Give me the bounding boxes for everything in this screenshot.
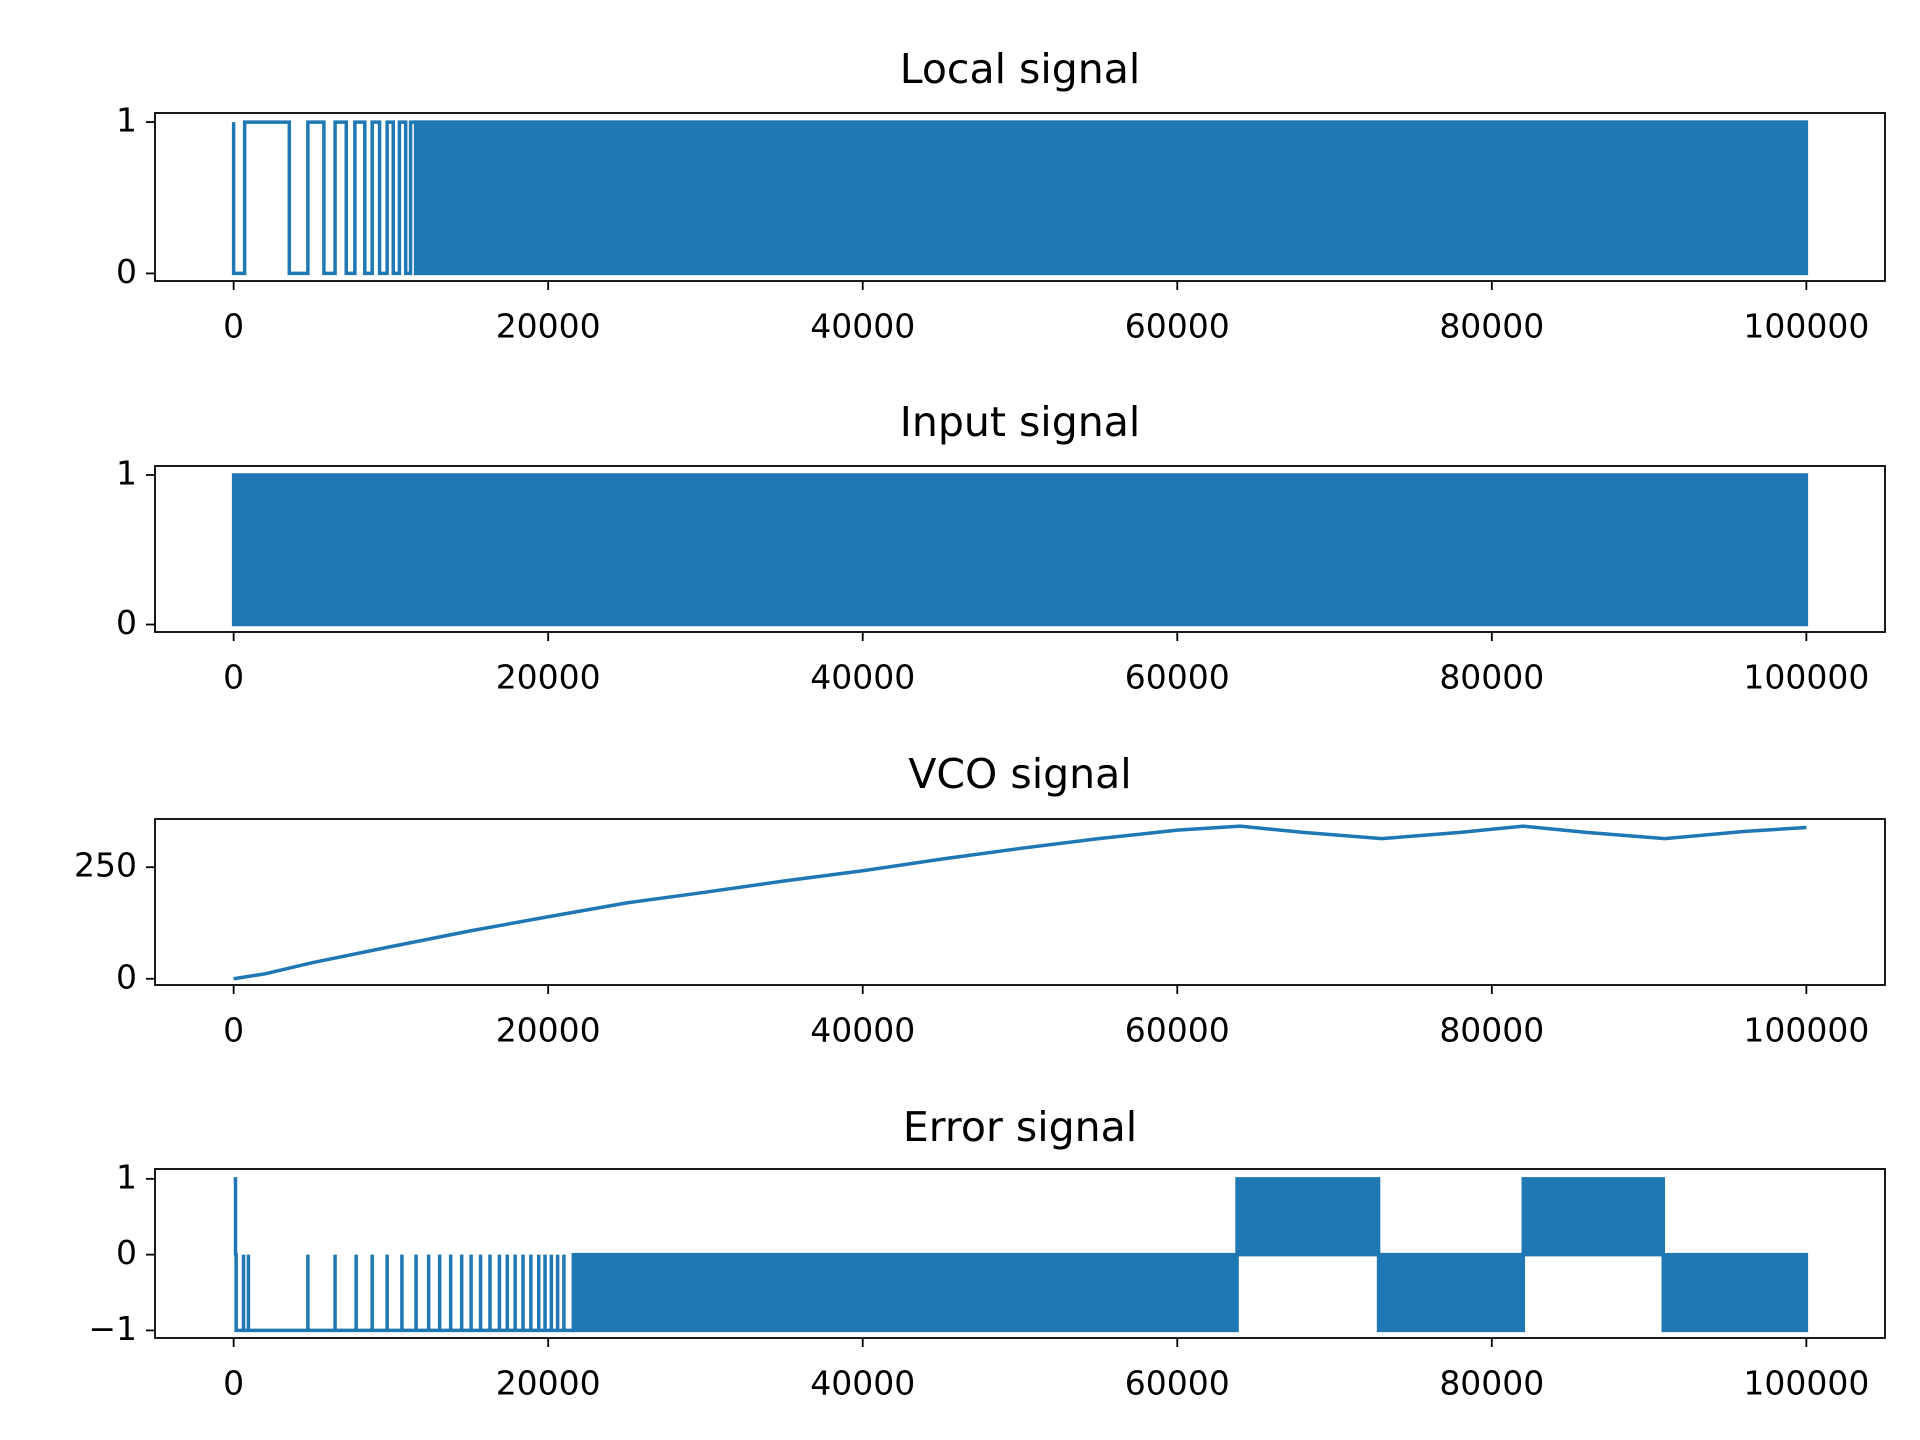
oscillation-band (571, 1252, 1239, 1333)
x-tick-label: 80000 (1439, 1011, 1544, 1050)
subplot-title: VCO signal (908, 750, 1131, 798)
x-tick-label: 100000 (1743, 1011, 1869, 1050)
axes-frame (154, 1168, 1886, 1339)
y-tick-label: 250 (74, 846, 137, 885)
y-tick-label: 1 (116, 1157, 137, 1196)
x-tick-label: 20000 (496, 658, 601, 697)
y-tick-label: 0 (116, 957, 137, 996)
x-tick-label: 60000 (1125, 1364, 1230, 1403)
y-tick-label: 1 (116, 101, 137, 140)
x-tick-label: 100000 (1743, 658, 1869, 697)
subplot-title: Error signal (903, 1103, 1137, 1151)
y-tick-label: −1 (88, 1309, 137, 1348)
x-tick-label: 100000 (1743, 1364, 1869, 1403)
oscillation-band (1521, 1177, 1665, 1257)
oscillation-band (1661, 1252, 1809, 1333)
subplot-title: Local signal (900, 45, 1141, 93)
oscillation-band (1376, 1252, 1526, 1333)
x-tick-label: 60000 (1125, 1011, 1230, 1050)
x-tick-label: 40000 (810, 1011, 915, 1050)
oscillation-band (231, 473, 1809, 627)
x-tick-label: 100000 (1743, 307, 1869, 346)
x-tick-label: 0 (223, 1364, 244, 1403)
subplot-title: Input signal (900, 398, 1140, 446)
signal-line (231, 120, 416, 276)
x-tick-label: 0 (223, 307, 244, 346)
x-tick-label: 80000 (1439, 307, 1544, 346)
x-tick-label: 40000 (810, 658, 915, 697)
x-tick-label: 20000 (496, 307, 601, 346)
signal-line (233, 824, 1807, 981)
x-tick-label: 60000 (1125, 658, 1230, 697)
x-tick-label: 80000 (1439, 1364, 1544, 1403)
x-tick-label: 20000 (496, 1364, 601, 1403)
y-tick-label: 1 (116, 453, 137, 492)
x-tick-label: 0 (223, 658, 244, 697)
y-tick-label: 0 (116, 603, 137, 642)
x-tick-label: 40000 (810, 307, 915, 346)
signal-line (233, 1177, 574, 1333)
x-tick-label: 0 (223, 1011, 244, 1050)
oscillation-band (413, 120, 1809, 276)
y-tick-label: 0 (116, 252, 137, 291)
oscillation-band (1235, 1177, 1381, 1257)
x-tick-label: 40000 (810, 1364, 915, 1403)
x-tick-label: 80000 (1439, 658, 1544, 697)
x-tick-label: 60000 (1125, 307, 1230, 346)
x-tick-label: 20000 (496, 1011, 601, 1050)
axes-frame (154, 112, 1886, 282)
axes-frame (154, 465, 1886, 633)
axes-frame (154, 818, 1886, 986)
y-tick-label: 0 (116, 1233, 137, 1272)
